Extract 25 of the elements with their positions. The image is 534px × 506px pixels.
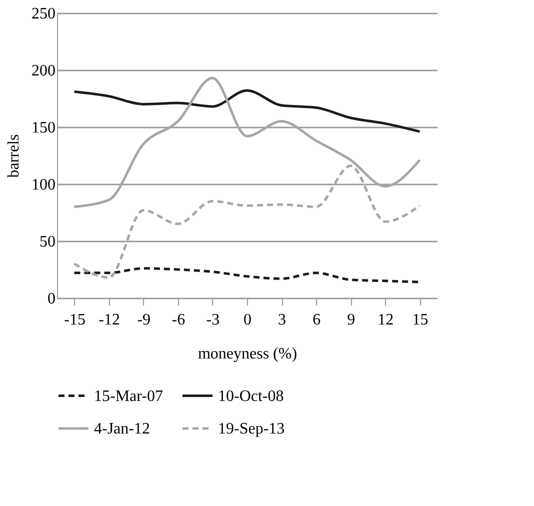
x-tick-label: -9 [137,312,151,328]
x-tick-label: 15 [412,312,428,328]
y-tick-label: 50 [40,234,56,250]
legend-label: 4-Jan-12 [94,420,150,438]
x-tick-label: 9 [347,312,356,328]
y-tick-label: 200 [32,62,56,80]
y-tick-label: 100 [32,176,56,194]
y-tick-label: 0 [48,290,56,308]
line-series [73,89,421,133]
x-tick-label: -15 [64,312,86,328]
y-axis-title: barrels [6,134,22,178]
x-tick-label: -3 [206,312,220,328]
x-axis-title: moneyness (%) [198,346,298,362]
legend-label: 15-Mar-07 [94,388,163,405]
y-tick-label: 150 [32,120,56,136]
legend-label: 10-Oct-08 [218,388,284,405]
x-tick-label: 6 [312,312,321,328]
x-tick-label: -12 [98,312,120,328]
x-tick-label: 12 [378,312,394,328]
y-tick-label: 250 [32,6,56,22]
x-tick-label: -6 [172,312,186,328]
x-tick-label: 3 [278,312,286,328]
legend-label: 19-Sep-13 [218,420,285,438]
line-series [73,267,421,284]
x-tick-label: 0 [244,312,252,328]
